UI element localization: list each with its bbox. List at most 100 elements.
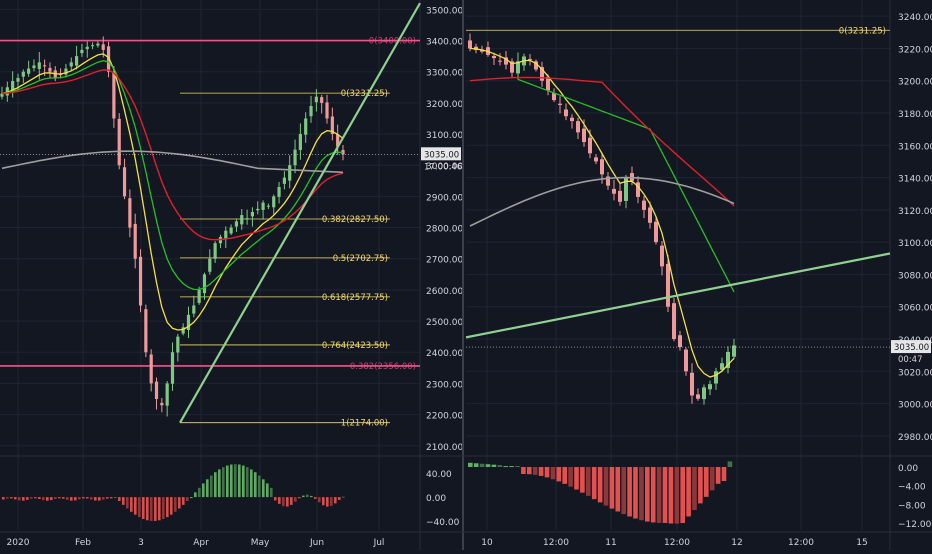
candle-body [690, 372, 694, 396]
candle-body [277, 187, 281, 197]
candle-body [304, 118, 308, 135]
candle-body [678, 335, 682, 348]
macd-bar [162, 497, 165, 520]
candle-body [672, 303, 676, 339]
macd-bar [338, 497, 341, 500]
left-price-panel: 0(3400.00) 0.382(2356.00) 0(3231.25) 0.382(… [0, 2, 462, 429]
right-fib-level-label: 0(3231.25) [839, 26, 886, 36]
right-y-tick-label: 3080.00 [898, 271, 932, 281]
candle-body [336, 134, 340, 147]
macd-bar [274, 497, 277, 501]
macd-bar [222, 467, 225, 498]
left-y-tick-label: 2700.00 [426, 256, 463, 266]
macd-bar [214, 472, 217, 498]
macd-bar [532, 467, 538, 475]
macd-bar [568, 467, 573, 487]
left-x-tick-label: May [251, 538, 270, 548]
macd-bar [662, 467, 668, 523]
macd-bar [562, 467, 567, 484]
candle-body [202, 274, 207, 294]
candle-body [600, 159, 604, 175]
macd-bar [194, 492, 197, 498]
candle-body [133, 223, 137, 259]
candle-body [160, 402, 164, 406]
candle-body [325, 102, 329, 119]
left-y-tick-label: 2500.00 [426, 318, 463, 328]
right-last-price-tag [891, 340, 931, 354]
macd-bar [322, 497, 325, 506]
candle-body [528, 58, 532, 60]
left-last-price-tag [421, 147, 461, 161]
macd-bar [70, 497, 73, 501]
candle-body [702, 387, 706, 400]
macd-bar [22, 497, 25, 501]
candle-body [648, 207, 652, 223]
macd-bar [78, 497, 81, 500]
candle-body [660, 245, 664, 267]
macd-bar [721, 467, 727, 481]
macd-bar [556, 467, 562, 482]
macd-bar [178, 497, 181, 509]
macd-bar [90, 497, 93, 500]
macd-bar [42, 497, 45, 501]
macd-bar [485, 464, 491, 467]
macd-bar [18, 497, 21, 501]
left-trendline [179, 2, 421, 424]
macd-bar [50, 497, 53, 501]
candle-body [37, 62, 41, 69]
macd-bar [686, 467, 691, 517]
macd-bar [298, 497, 301, 499]
macd-bar [30, 497, 33, 499]
macd-bar [538, 467, 544, 476]
candle-body [43, 65, 47, 67]
macd-bar [82, 497, 85, 499]
macd-bar [278, 497, 281, 504]
macd-bar [544, 467, 550, 478]
candle-body [5, 87, 9, 96]
macd-bar [106, 497, 109, 499]
left-x-tick-label: Jun [309, 538, 324, 548]
macd-bar [639, 467, 644, 521]
macd-bar [704, 467, 709, 497]
macd-bar [627, 467, 632, 517]
candle-body [504, 57, 508, 65]
macd-bar [258, 475, 261, 498]
right-y-tick-label: 3100.00 [898, 239, 932, 249]
right-last-price-value: 3035.00 [894, 343, 929, 353]
left-y-tick-label: 2800.00 [426, 225, 463, 235]
candle-body [165, 383, 169, 406]
left-y-tick-label: 3300.00 [426, 69, 463, 79]
macd-bar [306, 494, 309, 498]
macd-bar [158, 497, 161, 521]
left-y-tick-label: 2300.00 [426, 380, 463, 390]
right-y-tick-label: 3220.00 [898, 45, 932, 55]
left-y-tick-label: 3200.00 [426, 100, 463, 110]
candle-body [27, 68, 31, 74]
candle-body [732, 345, 736, 357]
macd-bar [234, 464, 237, 498]
right-countdown: 00:47 [898, 355, 923, 365]
macd-bar [118, 497, 121, 502]
candle-body [16, 77, 20, 82]
left-y-tick-label: 2100.00 [426, 443, 463, 453]
left-candles [0, 36, 345, 417]
macd-bar [66, 497, 69, 500]
right-x-tick-label: 12 [731, 538, 742, 548]
candle-body [101, 44, 105, 50]
macd-bar [692, 467, 697, 510]
red-level-label: 0(3400.00) [369, 37, 416, 47]
macd-bar [186, 497, 189, 502]
right-macd-y-tick-label: −4.00 [898, 483, 926, 493]
candle-body [0, 93, 4, 97]
macd-bar [174, 497, 177, 512]
candle-body [282, 177, 286, 184]
macd-bar [603, 467, 609, 506]
candle-body [720, 363, 724, 370]
left-x-tick-label: 3 [138, 538, 144, 548]
candle-body [11, 81, 15, 91]
macd-bar [650, 467, 656, 523]
left-last-price-value: 3035.00 [424, 150, 459, 160]
macd-bar [46, 497, 49, 501]
right-macd-y-tick-label: 0.00 [898, 464, 918, 474]
candle-body [170, 352, 175, 384]
